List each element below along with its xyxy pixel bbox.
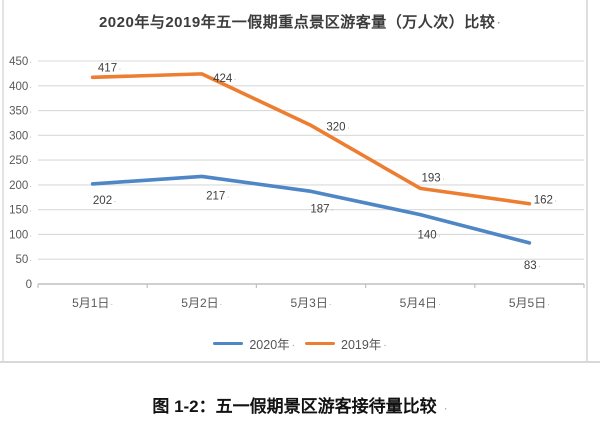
- legend-swatch: [305, 341, 335, 346]
- x-axis-tick-label: 5月3日·: [290, 296, 331, 310]
- artifact-mark: ·: [291, 340, 295, 351]
- data-label: 83 ·: [524, 260, 541, 272]
- data-label: 320 ·: [326, 121, 349, 133]
- chart-title: 2020年与2019年五一假期重点景区游客量（万人次）比较 ·: [0, 11, 600, 32]
- y-axis-tick-label: 300·: [9, 130, 32, 142]
- y-axis-tick-label: 250·: [9, 155, 32, 167]
- figure-border-right: [586, 0, 588, 361]
- x-axis-tick-label: 5月4日·: [400, 296, 441, 310]
- legend-item-2020: 2020年 ·: [213, 334, 295, 353]
- data-label: 202 ·: [93, 195, 116, 207]
- figure-caption: 图 1-2：五一假期景区游客接待量比较 ·: [0, 392, 600, 417]
- artifact-mark: ·: [497, 18, 502, 29]
- chart-title-text: 2020年与2019年五一假期重点景区游客量（万人次）比较: [98, 14, 496, 31]
- legend-label: 2020年 ·: [249, 338, 295, 352]
- data-label: 187 ·: [310, 203, 333, 215]
- series-line-2020: [90, 174, 532, 245]
- data-label: 217 ·: [206, 190, 229, 202]
- data-label: 162 ·: [534, 195, 557, 207]
- chart-legend: 2020年 · 2019年 ·: [0, 334, 600, 353]
- x-axis-tick-label: 5月2日·: [181, 296, 222, 310]
- y-axis-tick-label: 50·: [16, 254, 32, 266]
- y-axis-tick-label: 200·: [9, 180, 32, 192]
- x-axis-tick-label: 5月5日·: [509, 296, 550, 310]
- figure-border-left: [2, 0, 4, 361]
- data-label: 140 ·: [418, 230, 441, 242]
- y-axis-tick-label: 400·: [9, 81, 32, 93]
- artifact-mark: ·: [443, 401, 448, 415]
- y-axis-tick-label: 450·: [9, 56, 32, 68]
- artifact-mark: ·: [383, 340, 387, 351]
- figure-caption-text: 图 1-2：五一假期景区游客接待量比较: [152, 397, 437, 416]
- legend-swatch: [213, 341, 244, 346]
- legend-item-2019: 2019年 ·: [305, 334, 387, 353]
- data-label: 417 ·: [98, 62, 121, 74]
- chart-figure: 2020年与2019年五一假期重点景区游客量（万人次）比较 · 0 50· 100· 1…: [0, 0, 600, 363]
- series-line-2019: [90, 72, 532, 206]
- legend-label: 2019年 ·: [341, 338, 387, 352]
- x-axis-tick-label: 5月1日·: [72, 296, 113, 310]
- y-axis-tick-label: 150·: [9, 205, 32, 217]
- line-chart-plot: 0 50· 100· 150· 200· 250· 300· 350· 400· 450· 5月1日…: [9, 56, 585, 310]
- figure-bottom-border: [0, 361, 600, 363]
- y-axis-tick-label: 350·: [9, 106, 32, 118]
- y-axis-tick-label: 0: [26, 279, 32, 291]
- data-label: 424 ·: [213, 73, 236, 85]
- y-axis-tick-label: 100·: [9, 229, 32, 241]
- data-label: 193 ·: [422, 172, 445, 184]
